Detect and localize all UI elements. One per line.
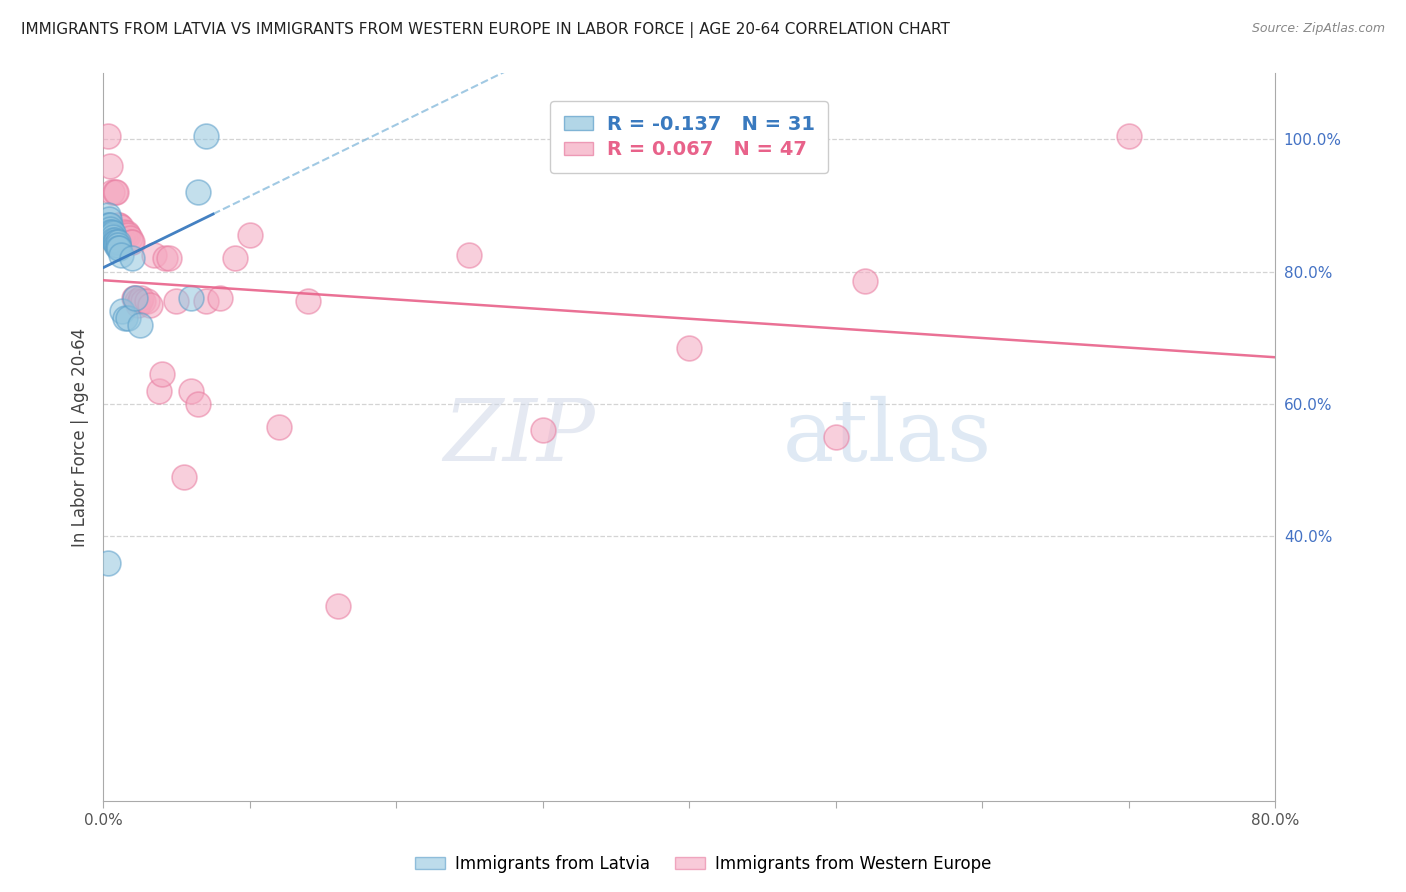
Point	[239, 228, 262, 243]
Point	[824, 430, 846, 444]
Point	[150, 367, 173, 381]
Legend: Immigrants from Latvia, Immigrants from Western Europe: Immigrants from Latvia, Immigrants from …	[408, 848, 998, 880]
Point	[101, 228, 124, 243]
Point	[100, 225, 122, 239]
Point	[118, 231, 141, 245]
Point	[121, 252, 143, 266]
Point	[209, 291, 232, 305]
Point	[114, 228, 136, 243]
Point	[112, 225, 135, 239]
Point	[458, 248, 481, 262]
Point	[104, 233, 127, 247]
Point	[136, 294, 159, 309]
Point	[194, 128, 217, 143]
Point	[131, 294, 153, 309]
Point	[853, 275, 876, 289]
Point	[110, 219, 132, 234]
Text: IMMIGRANTS FROM LATVIA VS IMMIGRANTS FROM WESTERN EUROPE IN LABOR FORCE | AGE 20: IMMIGRANTS FROM LATVIA VS IMMIGRANTS FRO…	[21, 22, 950, 38]
Point	[124, 291, 146, 305]
Point	[103, 230, 125, 244]
Point	[128, 318, 150, 332]
Point	[110, 248, 132, 262]
Point	[157, 252, 180, 266]
Point	[224, 252, 246, 266]
Point	[117, 228, 139, 243]
Point	[148, 384, 170, 398]
Point	[98, 219, 121, 233]
Point	[111, 304, 134, 318]
Text: ZIP: ZIP	[444, 396, 596, 478]
Point	[107, 241, 129, 255]
Point	[121, 235, 143, 249]
Legend: R = -0.137   N = 31, R = 0.067   N = 47: R = -0.137 N = 31, R = 0.067 N = 47	[550, 101, 828, 173]
Point	[94, 219, 117, 233]
Point	[120, 235, 142, 249]
Text: Source: ZipAtlas.com: Source: ZipAtlas.com	[1251, 22, 1385, 36]
Point	[104, 235, 127, 249]
Point	[101, 225, 124, 239]
Point	[143, 248, 166, 262]
Point	[326, 599, 349, 613]
Point	[114, 310, 136, 325]
Point	[108, 241, 131, 255]
Point	[98, 211, 121, 226]
Point	[96, 208, 118, 222]
Point	[194, 294, 217, 309]
Point	[105, 235, 128, 249]
Point	[105, 185, 128, 199]
Point	[187, 397, 209, 411]
Point	[122, 291, 145, 305]
Point	[107, 238, 129, 252]
Point	[180, 291, 202, 305]
Point	[125, 294, 148, 309]
Point	[103, 233, 125, 247]
Point	[105, 238, 128, 252]
Point	[108, 219, 131, 233]
Point	[173, 470, 195, 484]
Point	[187, 185, 209, 199]
Y-axis label: In Labor Force | Age 20-64: In Labor Force | Age 20-64	[72, 327, 89, 547]
Point	[107, 235, 129, 249]
Point	[100, 221, 122, 235]
Point	[128, 294, 150, 309]
Point	[100, 159, 122, 173]
Point	[104, 185, 127, 199]
Point	[139, 298, 162, 312]
Point	[115, 226, 138, 240]
Point	[180, 384, 202, 398]
Point	[267, 420, 290, 434]
Point	[100, 219, 122, 233]
Point	[96, 556, 118, 570]
Point	[153, 252, 176, 266]
Point	[1118, 128, 1140, 143]
Point	[129, 291, 152, 305]
Point	[127, 298, 149, 312]
Point	[297, 294, 319, 309]
Point	[101, 185, 124, 199]
Point	[111, 231, 134, 245]
Point	[531, 424, 554, 438]
Point	[103, 226, 125, 240]
Text: atlas: atlas	[783, 395, 993, 479]
Point	[678, 341, 700, 355]
Point	[165, 294, 187, 309]
Point	[117, 310, 139, 325]
Point	[107, 219, 129, 233]
Point	[124, 291, 146, 305]
Point	[96, 128, 118, 143]
